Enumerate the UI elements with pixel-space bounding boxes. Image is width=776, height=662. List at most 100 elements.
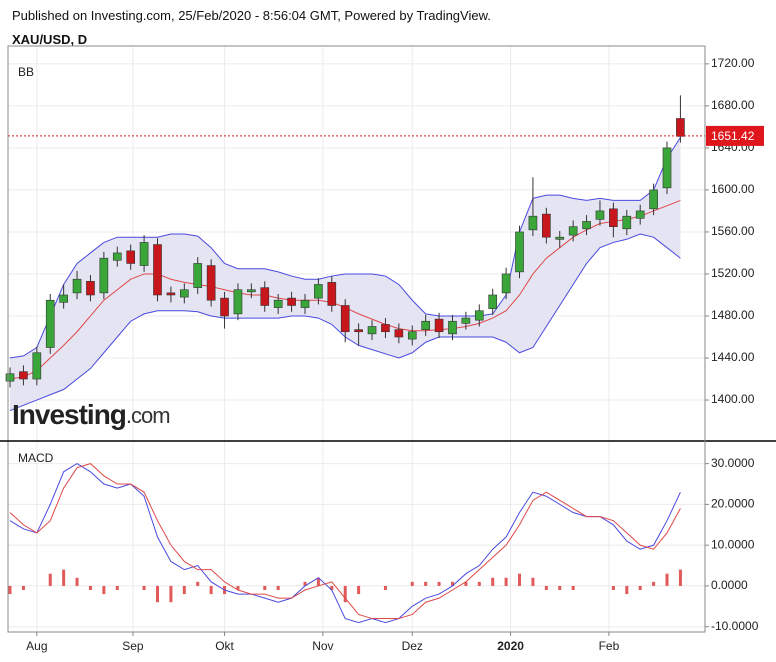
x-tick-label: Nov xyxy=(312,639,333,653)
candle-body xyxy=(662,147,672,189)
histogram-bar xyxy=(169,585,173,603)
panel-label: MACD xyxy=(18,451,54,465)
y-tick-label: 10.0000 xyxy=(711,537,755,551)
histogram-bar xyxy=(102,585,106,595)
histogram-bar xyxy=(437,581,441,586)
histogram-bar xyxy=(638,585,642,591)
x-tick-label: Dez xyxy=(402,639,423,653)
y-tick-label: 1480.00 xyxy=(711,308,755,322)
histogram-bar xyxy=(544,585,548,591)
candle-body xyxy=(233,289,243,315)
candle-body xyxy=(72,278,82,294)
candle-body xyxy=(287,297,296,306)
y-tick-label: 1520.00 xyxy=(711,266,755,280)
candle-body xyxy=(273,299,283,308)
candle-body xyxy=(86,281,95,296)
y-tick-label: 20.0000 xyxy=(711,497,755,511)
candle-body xyxy=(354,329,363,333)
histogram-bar xyxy=(383,585,387,591)
candle-body xyxy=(555,236,565,240)
logo-suffix: .com xyxy=(126,403,170,428)
candle-body xyxy=(327,282,337,306)
histogram-bar xyxy=(450,581,454,586)
candle-body xyxy=(340,305,350,333)
candle-body xyxy=(515,231,524,273)
histogram-bar xyxy=(531,577,535,586)
histogram-bar xyxy=(611,585,615,591)
histogram-bar xyxy=(115,585,119,591)
histogram-bar xyxy=(678,569,682,586)
histogram-bar xyxy=(75,577,79,586)
y-tick-label: 1600.00 xyxy=(711,182,755,196)
candle-body xyxy=(99,257,109,294)
candle-body xyxy=(166,292,176,296)
candle-body xyxy=(247,289,256,293)
y-tick-label: 1560.00 xyxy=(711,224,755,238)
candle-body xyxy=(19,371,28,380)
x-tick-label: Sep xyxy=(122,639,144,653)
candle-body xyxy=(448,320,457,335)
candle-body xyxy=(139,242,149,266)
candle-body xyxy=(314,284,323,299)
upper-band xyxy=(9,137,681,359)
histogram-bar xyxy=(410,581,414,586)
histogram-bar xyxy=(558,585,562,591)
histogram-bar xyxy=(156,585,160,603)
candle-body xyxy=(5,373,15,382)
histogram-bar xyxy=(62,569,66,586)
macd-line xyxy=(9,463,681,620)
histogram-bar xyxy=(464,581,468,586)
histogram-bar xyxy=(665,573,669,586)
candle-body xyxy=(501,273,511,294)
histogram-bar xyxy=(424,581,428,586)
candle-body xyxy=(461,317,471,324)
candle-body xyxy=(45,299,55,348)
macd-line xyxy=(9,463,681,624)
logo: Investing.com xyxy=(12,399,170,430)
histogram-bar xyxy=(263,585,267,591)
histogram-bar xyxy=(652,581,656,586)
candle-body xyxy=(367,326,377,335)
histogram-bar xyxy=(21,585,25,591)
candle-body xyxy=(300,299,310,308)
histogram-bar xyxy=(477,581,481,586)
histogram-bar xyxy=(88,585,92,591)
symbol: XAU/USD, D xyxy=(12,32,88,47)
last-price-box xyxy=(706,125,764,146)
last-price-label: 1651.42 xyxy=(711,129,755,143)
histogram-bar xyxy=(8,585,12,595)
candle-body xyxy=(421,320,430,330)
y-tick-label: 30.0000 xyxy=(711,456,755,470)
candle-body xyxy=(179,289,189,298)
y-tick-label: 1440.00 xyxy=(711,350,755,364)
candle-body xyxy=(582,221,591,230)
candle-body xyxy=(153,244,162,296)
candle-body xyxy=(434,318,444,333)
candle-body xyxy=(112,252,122,261)
histogram-bar xyxy=(504,577,508,586)
candle-body xyxy=(59,294,68,303)
histogram-bar xyxy=(303,581,307,586)
y-tick-label: 0.0000 xyxy=(711,578,748,592)
histogram-bar xyxy=(182,585,186,595)
y-tick-label: 1400.00 xyxy=(711,392,755,406)
candle-body xyxy=(635,210,645,219)
candle-body xyxy=(381,324,390,333)
histogram-bar xyxy=(196,581,200,586)
histogram-bar xyxy=(518,573,522,586)
histogram-bar xyxy=(330,585,334,591)
histogram-bar xyxy=(343,585,347,603)
candle-body xyxy=(260,287,270,306)
histogram-bar xyxy=(48,573,52,586)
histogram-bar xyxy=(357,585,361,595)
x-tick-label: Okt xyxy=(215,639,234,653)
candle-body xyxy=(622,215,632,230)
candle-body xyxy=(126,250,136,264)
histogram-bar xyxy=(276,585,280,591)
histogram-bar xyxy=(236,585,240,591)
y-tick-label: -10.0000 xyxy=(711,619,759,633)
candle-body xyxy=(220,297,229,317)
candle-body xyxy=(568,226,578,236)
